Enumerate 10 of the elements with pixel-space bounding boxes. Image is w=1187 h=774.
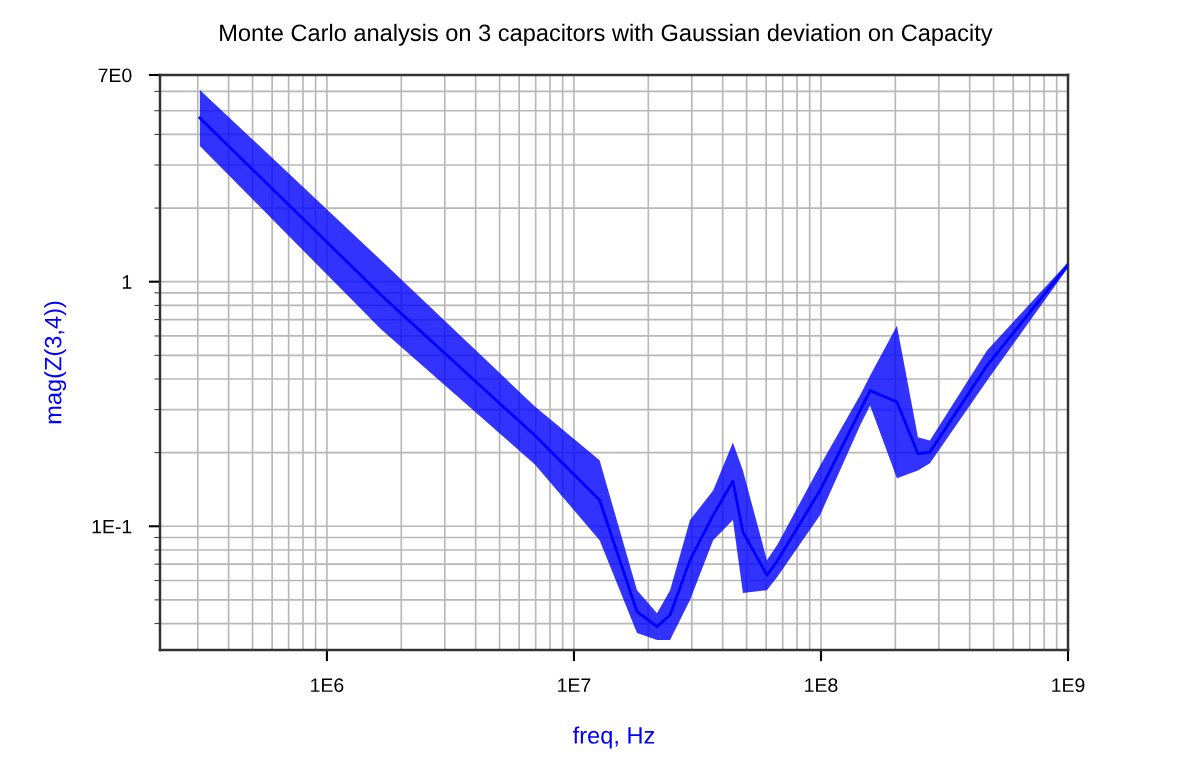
y-axis-title: mag(Z(3,4)) bbox=[44, 301, 67, 424]
x-tick-label: 1E7 bbox=[558, 678, 591, 692]
x-tick-label: 1E8 bbox=[805, 678, 838, 693]
x-tick-label: 1E6 bbox=[311, 678, 344, 693]
x-tick-label: 1E9 bbox=[1052, 678, 1085, 693]
y-tick-label: 1E-1 bbox=[92, 519, 132, 534]
y-tick-label: 7E0 bbox=[98, 68, 132, 83]
chart-title: Monte Carlo analysis on 3 capacitors with Gaussian deviation on Capacity bbox=[220, 23, 993, 46]
x-axis-title: freq, Hz bbox=[573, 726, 655, 749]
y-tick-label: 1 bbox=[122, 275, 132, 289]
